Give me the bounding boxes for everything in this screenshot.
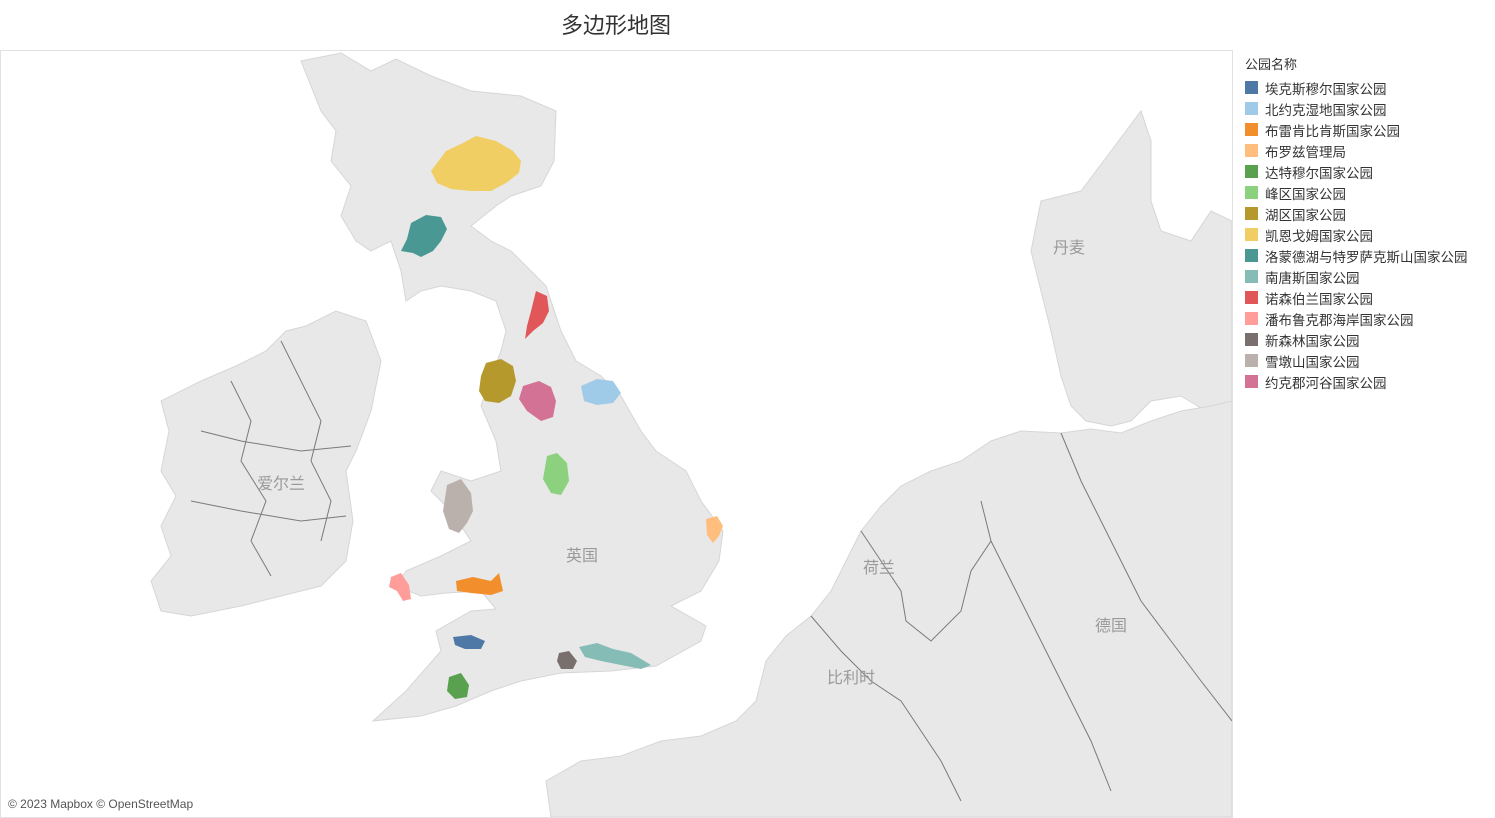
legend-item[interactable]: 达特穆尔国家公园: [1245, 161, 1493, 182]
park-new-forest[interactable]: [557, 651, 577, 669]
map-view[interactable]: 英国 爱尔兰 丹麦 荷兰 德国 比利时: [0, 50, 1233, 818]
legend-label: 埃克斯穆尔国家公园: [1265, 81, 1387, 98]
border-germany: [990, 432, 1232, 792]
map-attribution[interactable]: © 2023 Mapbox © OpenStreetMap: [8, 797, 194, 811]
park-exmoor[interactable]: [453, 635, 485, 649]
label-belgium: 比利时: [827, 668, 875, 687]
legend-item[interactable]: 湖区国家公园: [1245, 203, 1493, 224]
park-layer: [389, 136, 723, 699]
park-north-york-moors[interactable]: [581, 379, 621, 405]
legend-label: 湖区国家公园: [1265, 207, 1346, 224]
legend-swatch: [1245, 207, 1258, 220]
park-pembrokeshire-coast[interactable]: [389, 573, 411, 601]
legend-item[interactable]: 埃克斯穆尔国家公园: [1245, 77, 1493, 98]
legend-swatch: [1245, 186, 1258, 199]
legend-label: 雪墩山国家公园: [1265, 354, 1360, 371]
park-lake-district[interactable]: [479, 359, 516, 403]
park-loch-lomond[interactable]: [401, 215, 447, 257]
legend-swatch: [1245, 144, 1258, 157]
legend-label: 布雷肯比肯斯国家公园: [1265, 123, 1400, 140]
legend-swatch: [1245, 333, 1258, 346]
park-south-downs[interactable]: [579, 643, 651, 669]
legend-item[interactable]: 北约克湿地国家公园: [1245, 98, 1493, 119]
legend-label: 凯恩戈姆国家公园: [1265, 228, 1373, 245]
legend-swatch: [1245, 354, 1258, 367]
legend-label: 北约克湿地国家公园: [1265, 102, 1387, 119]
legend: 公园名称 埃克斯穆尔国家公园 北约克湿地国家公园 布雷肯比肯斯国家公园 布罗兹管理局达…: [1245, 54, 1493, 392]
legend-swatch: [1245, 102, 1258, 115]
park-peak-district[interactable]: [543, 453, 569, 495]
park-broads[interactable]: [706, 516, 723, 543]
park-cairngorms[interactable]: [431, 136, 521, 191]
label-denmark: 丹麦: [1053, 238, 1085, 257]
legend-item[interactable]: 约克郡河谷国家公园: [1245, 371, 1493, 392]
legend-label: 诺森伯兰国家公园: [1265, 291, 1373, 308]
legend-label: 新森林国家公园: [1265, 333, 1360, 350]
legend-item[interactable]: 诺森伯兰国家公园: [1245, 287, 1493, 308]
border-ireland-regions: [190, 340, 352, 577]
legend-item[interactable]: 南唐斯国家公园: [1245, 266, 1493, 287]
label-ireland: 爱尔兰: [257, 474, 305, 493]
legend-title: 公园名称: [1245, 58, 1298, 73]
legend-swatch: [1245, 81, 1258, 94]
legend-item[interactable]: 凯恩戈姆国家公园: [1245, 224, 1493, 245]
legend-swatch: [1245, 270, 1258, 283]
legend-item[interactable]: 洛蒙德湖与特罗萨克斯山国家公园: [1245, 245, 1493, 266]
border-layer: [190, 340, 1232, 802]
legend-item[interactable]: 布雷肯比肯斯国家公园: [1245, 119, 1493, 140]
legend-label: 潘布鲁克郡海岸国家公园: [1265, 312, 1414, 329]
legend-label: 达特穆尔国家公园: [1265, 165, 1373, 182]
legend-item[interactable]: 布罗兹管理局: [1245, 140, 1493, 161]
legend-label: 南唐斯国家公园: [1265, 270, 1360, 287]
legend-items: 埃克斯穆尔国家公园 北约克湿地国家公园 布雷肯比肯斯国家公园 布罗兹管理局达特穆尔国家…: [1245, 77, 1493, 392]
label-germany: 德国: [1095, 616, 1127, 635]
land-continent: [545, 400, 1232, 817]
legend-item[interactable]: 潘布鲁克郡海岸国家公园: [1245, 308, 1493, 329]
label-uk: 英国: [566, 546, 598, 565]
land-layer: [150, 52, 1232, 817]
legend-label: 布罗兹管理局: [1265, 144, 1346, 161]
legend-swatch: [1245, 228, 1258, 241]
legend-label: 约克郡河谷国家公园: [1265, 375, 1387, 392]
legend-swatch: [1245, 375, 1258, 388]
legend-item[interactable]: 新森林国家公园: [1245, 329, 1493, 350]
legend-swatch: [1245, 123, 1258, 136]
legend-item[interactable]: 雪墩山国家公园: [1245, 350, 1493, 371]
border-belgium: [810, 615, 962, 802]
legend-swatch: [1245, 249, 1258, 262]
legend-label: 峰区国家公园: [1265, 186, 1346, 203]
legend-label: 洛蒙德湖与特罗萨克斯山国家公园: [1265, 249, 1468, 266]
land-denmark: [1030, 109, 1232, 427]
label-netherlands: 荷兰: [863, 558, 895, 577]
park-snowdonia[interactable]: [443, 479, 473, 533]
park-northumberland[interactable]: [525, 291, 549, 339]
chart-title: 多边形地图: [560, 14, 671, 39]
park-yorkshire-dales[interactable]: [519, 381, 556, 421]
park-brecon-beacons[interactable]: [456, 573, 503, 595]
map-svg[interactable]: 英国 爱尔兰 丹麦 荷兰 德国 比利时: [1, 51, 1232, 817]
legend-item[interactable]: 峰区国家公园: [1245, 182, 1493, 203]
legend-swatch: [1245, 291, 1258, 304]
park-dartmoor[interactable]: [447, 673, 469, 699]
land-ireland: [150, 310, 382, 617]
border-netherlands: [860, 500, 992, 642]
legend-swatch: [1245, 165, 1258, 178]
legend-swatch: [1245, 312, 1258, 325]
